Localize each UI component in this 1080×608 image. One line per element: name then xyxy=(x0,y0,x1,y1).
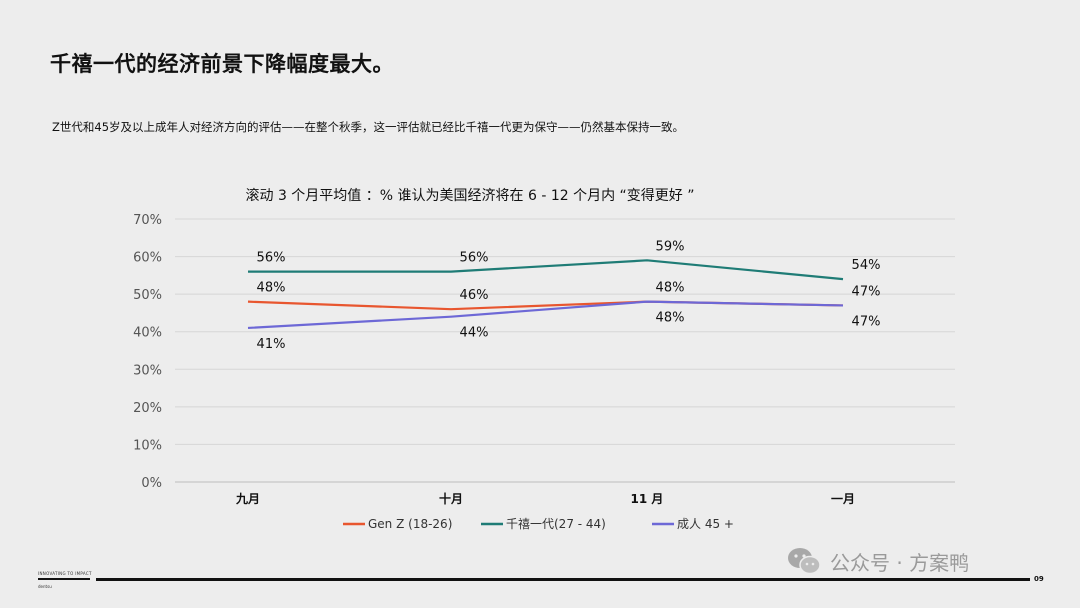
x-tick-label: 一月 xyxy=(831,492,855,506)
x-axis-ticks: 九月 十月 11 月 一月 xyxy=(235,491,855,506)
slide-title: 千禧一代的经济前景下降幅度最大。 xyxy=(50,52,394,76)
data-label: 48% xyxy=(656,281,685,296)
footer-rule-left xyxy=(38,578,90,580)
legend-label: 成人 45 + xyxy=(677,517,734,531)
y-tick-label: 10% xyxy=(133,438,162,453)
series-line xyxy=(248,259,844,281)
series-line xyxy=(247,300,844,330)
y-tick-label: 70% xyxy=(133,213,162,228)
data-label: 59% xyxy=(656,239,685,254)
legend-label: 千禧一代(27 - 44) xyxy=(506,517,606,531)
data-label: 47% xyxy=(852,284,881,299)
watermark-text: 公众号 · 方案鸭 xyxy=(830,550,970,575)
y-tick-label: 30% xyxy=(133,363,162,378)
page-number: 09 xyxy=(1034,575,1044,583)
data-label: 46% xyxy=(460,288,489,303)
y-tick-label: 0% xyxy=(141,476,162,491)
slide-subtitle: Z世代和45岁及以上成年人对经济方向的评估——在整个秋季，这一评估就已经比千禧一… xyxy=(52,120,685,134)
series-lines xyxy=(247,259,844,330)
grid-lines xyxy=(175,218,955,483)
data-labels: 48% 46% 48% 47% 56% 56% 59% 54% 41% 44% 48% 47% xyxy=(257,239,881,352)
watermark: 公众号 · 方案鸭 xyxy=(786,546,969,576)
y-axis-ticks: 0% 10% 20% 30% 40% 50% 60% 70% xyxy=(133,213,162,491)
data-label: 48% xyxy=(656,311,685,326)
y-tick-label: 20% xyxy=(133,401,162,416)
data-label: 56% xyxy=(460,251,489,266)
data-label: 48% xyxy=(257,281,286,296)
data-label: 44% xyxy=(460,326,489,341)
x-tick-label: 11 月 xyxy=(631,492,664,506)
brand-name: dentsu xyxy=(38,584,52,589)
y-tick-label: 60% xyxy=(133,251,162,266)
legend-label: Gen Z (18-26) xyxy=(368,517,452,531)
x-tick-label: 十月 xyxy=(439,491,463,506)
footer-rule xyxy=(96,578,1030,581)
brand-tagline: INNOVATING TO IMPACT xyxy=(38,571,92,576)
x-tick-label: 九月 xyxy=(235,491,260,506)
legend: Gen Z (18-26) 千禧一代(27 - 44) 成人 45 + xyxy=(343,517,734,531)
wechat-icon xyxy=(788,548,821,575)
data-label: 47% xyxy=(852,314,881,329)
y-tick-label: 50% xyxy=(133,288,162,303)
data-label: 54% xyxy=(852,258,881,273)
data-label: 41% xyxy=(257,337,286,352)
chart-title: 滚动 3 个月平均值 ：% 谁认为美国经济将在 6 - 12 个月内 “变得更好… xyxy=(246,187,695,204)
y-tick-label: 40% xyxy=(133,326,162,341)
data-label: 56% xyxy=(257,251,286,266)
